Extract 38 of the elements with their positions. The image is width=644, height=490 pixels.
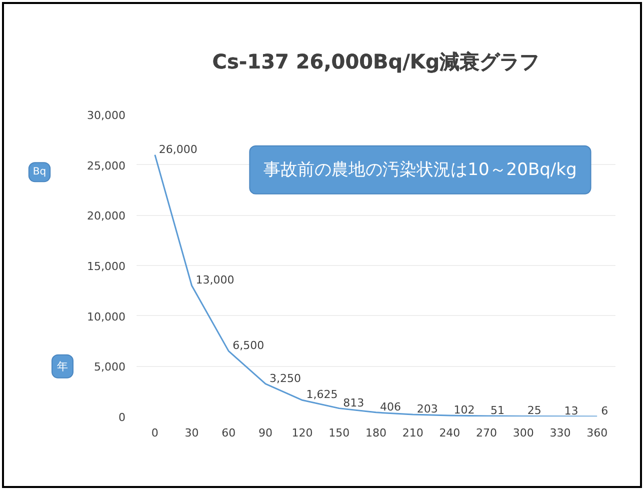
y-tick-label: 20,000 (87, 210, 126, 223)
x-tick-label: 60 (222, 426, 236, 440)
y-tick-label: 30,000 (87, 109, 126, 122)
data-label: 406 (380, 400, 401, 414)
x-tick-label: 90 (258, 426, 272, 440)
data-label: 13 (564, 404, 578, 418)
x-axis-title: 年 (57, 360, 68, 373)
data-label: 203 (416, 402, 438, 416)
x-tick-label: 300 (512, 426, 534, 440)
x-tick-label: 30 (184, 426, 199, 440)
x-tick-label: 240 (439, 426, 460, 440)
line-series (154, 154, 598, 416)
data-label: 51 (490, 404, 505, 417)
data-label: 25 (527, 404, 542, 418)
data-label: 6,500 (232, 339, 264, 352)
x-tick-label: 0 (151, 426, 158, 440)
y-tick-label: 0 (118, 411, 126, 424)
data-label: 102 (454, 403, 475, 416)
x-tick-label: 150 (328, 426, 350, 440)
y-tick-label: 5,000 (94, 360, 126, 374)
y-axis-title: Bq (32, 166, 46, 178)
data-label: 13,000 (196, 274, 234, 287)
annotation: 事故前の農地の汚染状況は10～20Bq/kg (264, 160, 577, 180)
x-tick-label: 120 (292, 426, 313, 440)
y-tick-label: 25,000 (87, 159, 126, 172)
y-tick-label: 15,000 (87, 260, 126, 273)
x-tick-label: 270 (476, 426, 498, 440)
data-label: 3,250 (269, 372, 301, 385)
x-tick-label: 180 (366, 426, 386, 440)
data-label: 6 (601, 404, 608, 418)
chart-title: Cs-137 26,000Bq/Kg減衰グラフ (212, 50, 540, 74)
data-label: 26,000 (158, 142, 198, 156)
y-tick-label: 10,000 (87, 310, 126, 324)
x-tick-label: 210 (402, 426, 424, 440)
data-label: 1,625 (306, 388, 338, 402)
x-tick-label: 360 (586, 426, 608, 440)
x-tick-label: 330 (550, 426, 571, 440)
data-label: 813 (343, 396, 364, 410)
